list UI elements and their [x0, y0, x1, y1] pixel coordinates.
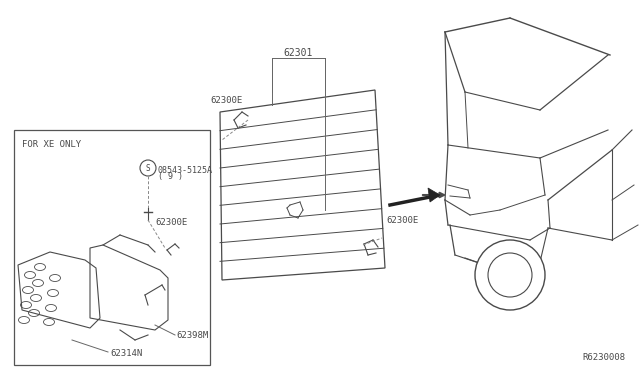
Circle shape — [140, 160, 156, 176]
Bar — [14, 130, 210, 365]
Text: ( 9 ): ( 9 ) — [158, 171, 183, 180]
Text: R6230008: R6230008 — [582, 353, 625, 362]
Text: 62314N: 62314N — [110, 349, 142, 357]
Text: S: S — [146, 164, 150, 173]
Text: 08543-5125A: 08543-5125A — [158, 166, 213, 175]
Polygon shape — [220, 90, 385, 280]
Text: 62300E: 62300E — [210, 96, 243, 105]
Polygon shape — [428, 188, 440, 202]
Text: FOR XE ONLY: FOR XE ONLY — [22, 140, 81, 149]
Circle shape — [488, 253, 532, 297]
Text: 62398M: 62398M — [176, 330, 208, 340]
Text: 62300E: 62300E — [386, 215, 419, 224]
Text: 62301: 62301 — [284, 48, 313, 58]
Text: 62300E: 62300E — [155, 218, 188, 227]
Circle shape — [475, 240, 545, 310]
